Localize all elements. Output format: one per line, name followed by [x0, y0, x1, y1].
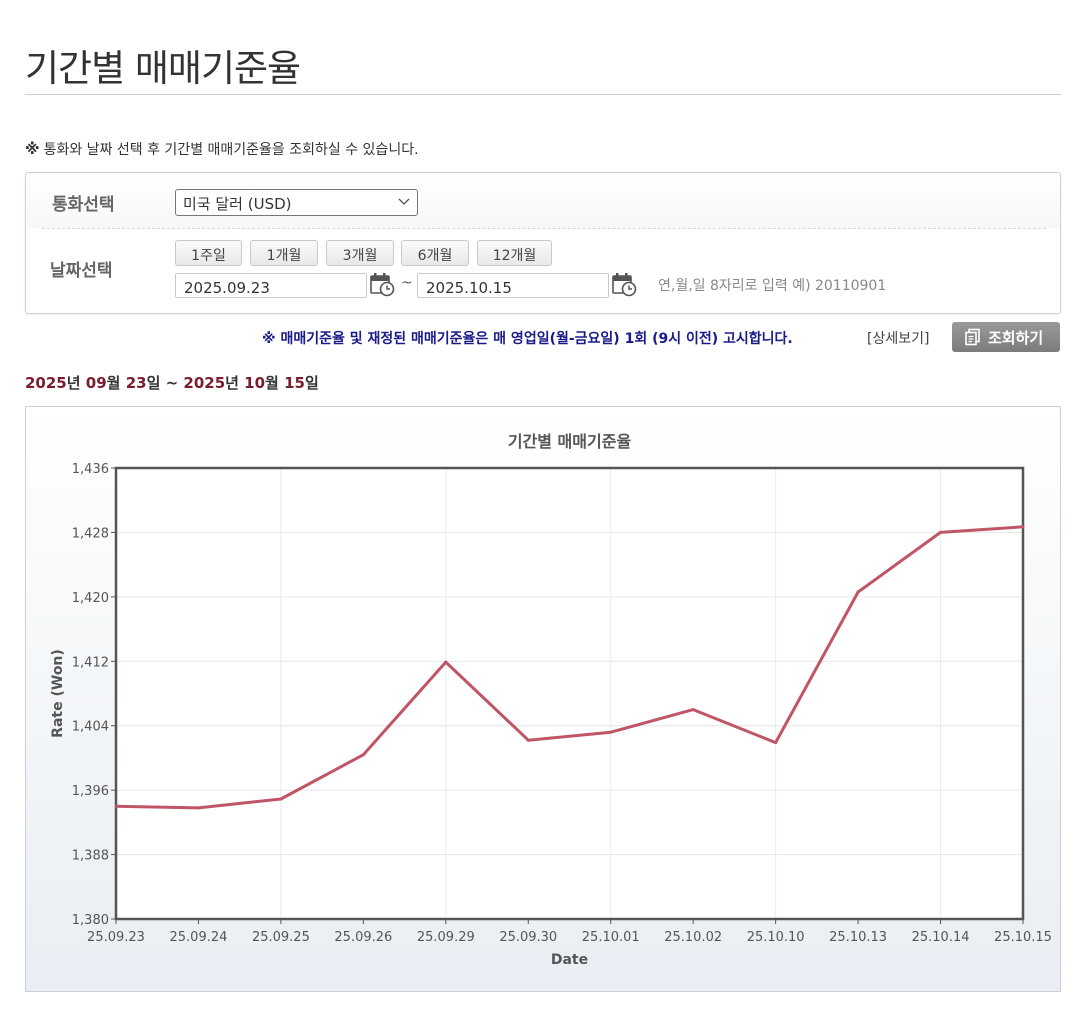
- search-button[interactable]: 조회하기: [952, 322, 1060, 352]
- range-unit: 월: [265, 374, 285, 392]
- x-tick-label: 25.10.13: [829, 930, 887, 945]
- end-date-input[interactable]: 2025.10.15: [417, 273, 609, 298]
- x-tick-label: 25.09.26: [334, 930, 392, 945]
- y-tick-label: 1,404: [72, 720, 109, 735]
- data-point: [939, 530, 943, 534]
- x-tick-label: 25.09.25: [252, 930, 310, 945]
- currency-select[interactable]: 미국 달러 (USD): [175, 189, 418, 216]
- period-button-1week[interactable]: 1주일: [175, 240, 242, 266]
- range-unit: 일: [304, 374, 319, 392]
- detail-link[interactable]: [상세보기]: [867, 331, 930, 347]
- row-divider: [42, 228, 1046, 229]
- range-unit: 년: [225, 374, 245, 392]
- x-tick-label: 25.10.15: [994, 930, 1052, 945]
- period-button-3month[interactable]: 3개월: [326, 240, 394, 266]
- filter-panel: 통화선택 미국 달러 (USD) 날짜선택 1주일 1개월 3개월 6개월 12…: [25, 172, 1061, 314]
- currency-value: 미국 달러 (USD): [183, 195, 292, 213]
- range-unit: 일 ~: [146, 374, 184, 392]
- page-title: 기간별 매매기준율: [25, 47, 301, 90]
- x-axis-label: Date: [551, 952, 588, 968]
- data-point: [279, 797, 283, 801]
- x-tick-label: 25.09.30: [499, 930, 557, 945]
- data-point: [691, 708, 695, 712]
- x-tick-label: 25.09.24: [170, 930, 228, 945]
- chart-title: 기간별 매매기준율: [508, 432, 632, 451]
- y-axis-label: Rate (Won): [50, 649, 66, 738]
- search-button-label: 조회하기: [988, 329, 1044, 347]
- x-tick-label: 25.09.23: [87, 930, 145, 945]
- range-end-day: 15: [284, 374, 305, 392]
- y-tick-label: 1,412: [72, 655, 109, 670]
- start-date-input[interactable]: 2025.09.23: [175, 273, 367, 298]
- y-tick-label: 1,436: [72, 462, 109, 477]
- period-button-1month[interactable]: 1개월: [250, 240, 318, 266]
- x-tick-label: 25.10.01: [582, 930, 640, 945]
- range-unit: 년: [66, 374, 86, 392]
- currency-label: 통화선택: [52, 195, 115, 215]
- notice-text: 통화와 날짜 선택 후 기간별 매매기준율을 조회하실 수 있습니다.: [43, 142, 419, 158]
- notice: ※ 통화와 날짜 선택 후 기간별 매매기준율을 조회하실 수 있습니다.: [25, 139, 419, 159]
- announcement: ※ 매매기준율 및 재정된 매매기준율은 매 영업일(월-금요일) 1회 (9시…: [262, 331, 793, 347]
- series-line: [115, 525, 1024, 810]
- data-point: [1021, 525, 1025, 529]
- period-button-6month[interactable]: 6개월: [401, 240, 469, 266]
- plot-area: [116, 468, 1023, 919]
- date-format-hint: 연,월,일 8자리로 입력 예) 20110901: [658, 278, 887, 294]
- rate-chart: 기간별 매매기준율 1,380 1,388 1,396 1,404 1,412 1,420 1…: [50, 432, 1052, 968]
- y-tick-label: 1,396: [72, 784, 109, 799]
- range-end-month: 10: [244, 374, 266, 392]
- calendar-icon[interactable]: [611, 271, 637, 297]
- date-label: 날짜선택: [50, 261, 113, 281]
- data-point: [609, 730, 613, 734]
- x-tick-label: 25.10.14: [912, 930, 970, 945]
- x-tick-label: 25.09.29: [417, 930, 475, 945]
- chart-panel: 기간별 매매기준율 1,380 1,388 1,396 1,404 1,412 1,420 1…: [25, 406, 1061, 992]
- calendar-icon[interactable]: [369, 271, 395, 297]
- x-tick-label: 25.10.02: [664, 930, 722, 945]
- date-range-tilde: ~: [401, 275, 413, 291]
- data-point: [114, 804, 118, 808]
- data-point: [856, 590, 860, 594]
- y-tick-label: 1,420: [72, 591, 109, 606]
- data-point: [444, 660, 448, 664]
- date-range-label: 2025년 09월 23일 ~ 2025년 10월 15일: [25, 372, 319, 393]
- data-point: [526, 738, 530, 742]
- data-point: [774, 741, 778, 745]
- title-divider: [25, 94, 1061, 95]
- x-tick-label: 25.10.10: [747, 930, 805, 945]
- range-start-day: 23: [125, 374, 147, 392]
- range-unit: 월: [106, 374, 126, 392]
- chevron-down-icon: [398, 198, 410, 205]
- plot-frame: [114, 466, 1025, 921]
- y-tick-label: 1,380: [72, 913, 109, 928]
- period-button-12month[interactable]: 12개월: [477, 240, 552, 266]
- notice-mark: ※: [25, 140, 40, 158]
- y-tick-label: 1,388: [72, 849, 109, 864]
- range-start-year: 2025: [25, 374, 67, 392]
- document-icon: [965, 328, 980, 346]
- range-start-month: 09: [85, 374, 107, 392]
- data-point: [361, 753, 365, 757]
- y-tick-label: 1,428: [72, 526, 109, 541]
- data-point: [196, 806, 200, 810]
- range-end-year: 2025: [183, 374, 226, 392]
